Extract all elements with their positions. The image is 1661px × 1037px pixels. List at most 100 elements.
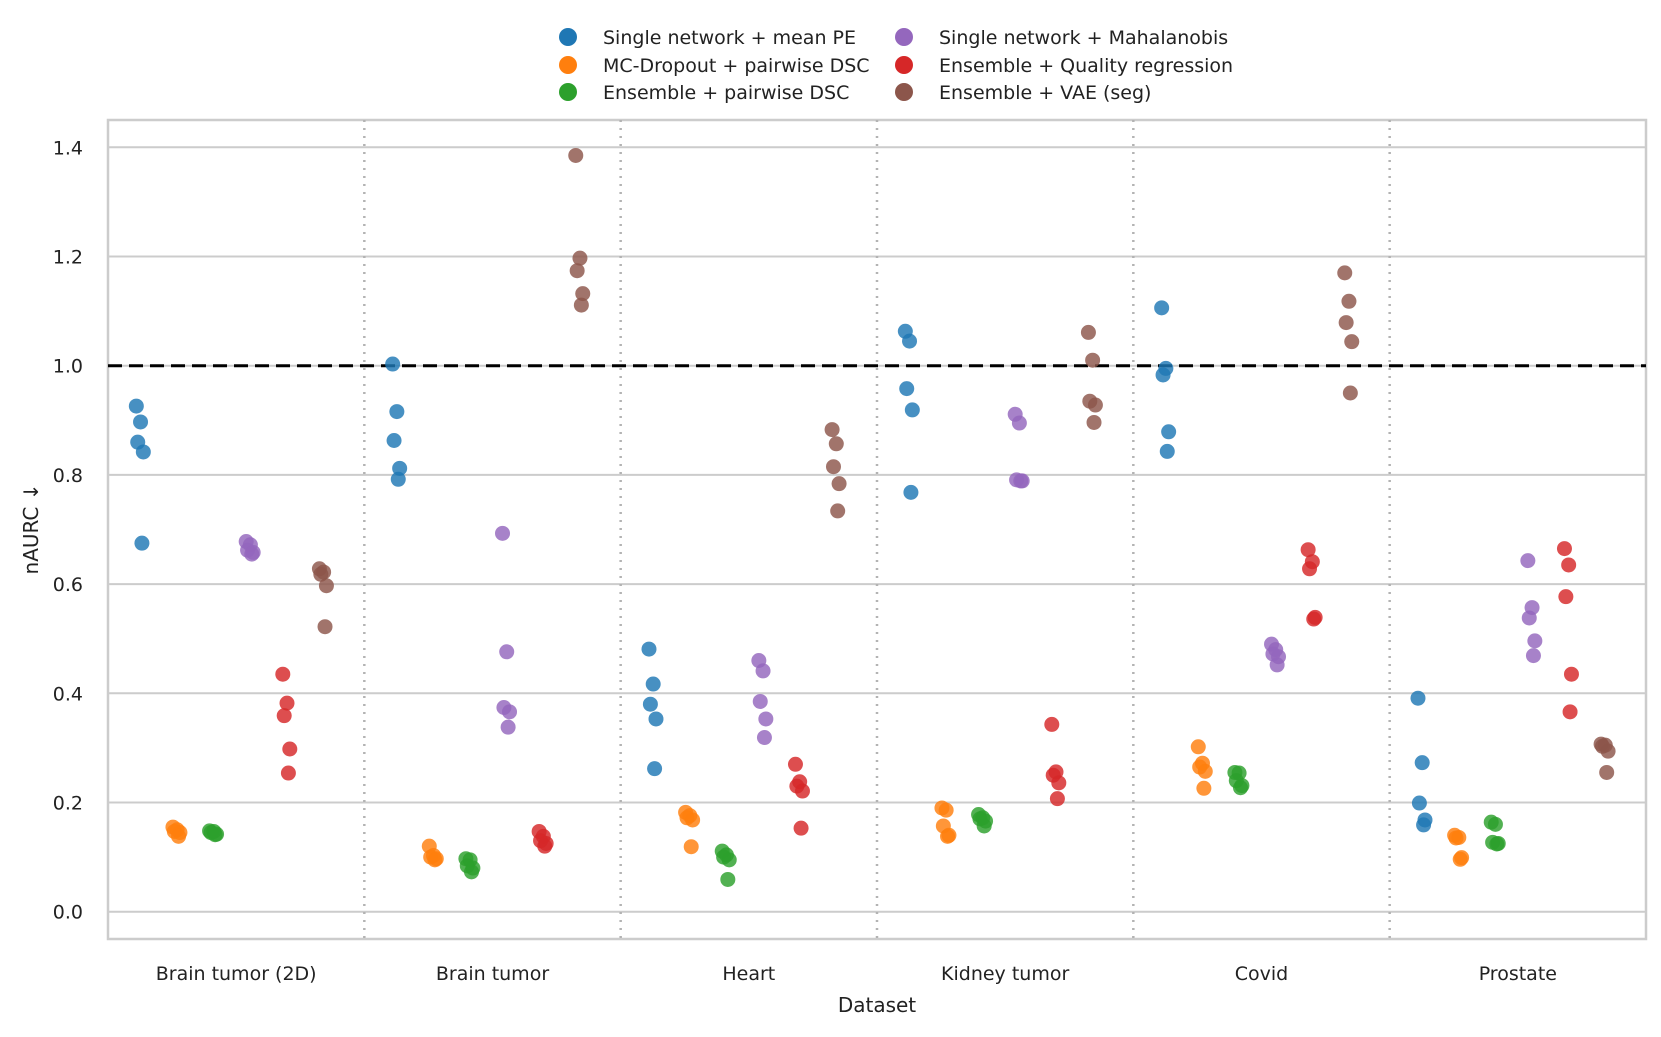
- data-point: Single network + mean PE — Covid: 1.106: [1154, 300, 1170, 316]
- data-point: Ensemble + VAE (seg) — Covid: 1.079: [1338, 315, 1354, 331]
- data-point: Single network + Mahalanobis — Brain tum…: [244, 546, 260, 562]
- data-point: Single network + mean PE — Brain tumor: …: [390, 471, 406, 487]
- data-point: Single network + Mahalanobis — Prostate:…: [1521, 610, 1537, 626]
- data-point: Single network + Mahalanobis — Heart: 0.…: [756, 730, 772, 746]
- data-point: Single network + mean PE — Kidney tumor:…: [902, 333, 918, 349]
- legend-label: Ensemble + Quality regression: [939, 55, 1233, 77]
- data-point: Ensemble + Quality regression — Covid: 0…: [1306, 611, 1322, 627]
- data-point: Single network + mean PE — Heart: 0.417: [645, 676, 661, 692]
- data-point: Single network + mean PE — Prostate: 0.3…: [1410, 690, 1426, 706]
- y-tick-label: 0.8: [53, 465, 83, 487]
- data-point: Single network + mean PE — Prostate: 0.2…: [1414, 755, 1430, 771]
- data-point: Single network + Mahalanobis — Brain tum…: [499, 644, 515, 660]
- legend: Single network + mean PE MC-Dropout + pai…: [559, 27, 1233, 104]
- x-tick-label: Brain tumor: [436, 963, 549, 985]
- data-point: Single network + mean PE — Covid: 0.983: [1155, 367, 1171, 383]
- legend-item: MC-Dropout + pairwise DSC: [559, 55, 870, 77]
- data-point: Single network + mean PE — Kidney tumor:…: [904, 402, 920, 418]
- data-point: Ensemble + Quality regression — Covid: 0…: [1302, 561, 1318, 577]
- data-point: Ensemble + VAE (seg) — Kidney tumor: 1.0…: [1080, 324, 1096, 340]
- legend-label: Ensemble + VAE (seg): [939, 82, 1151, 104]
- y-axis-label: nAURC ↓: [19, 484, 43, 575]
- data-point: Ensemble + VAE (seg) — Covid: 1.118: [1341, 293, 1357, 309]
- data-point: Single network + mean PE — Kidney tumor:…: [899, 381, 915, 397]
- data-point: Ensemble + Quality regression — Brain tu…: [280, 765, 296, 781]
- data-point: Ensemble + Quality regression — Prostate…: [1562, 704, 1578, 720]
- data-point: Single network + mean PE — Heart: 0.262: [647, 761, 663, 777]
- y-tick-labels: 0.0 0.2 0.4 0.6 0.8 1.0 1.2 1.4: [53, 137, 83, 923]
- y-tick-label: 0.4: [53, 683, 83, 705]
- data-point: Ensemble + pairwise DSC — Heart: 0.059: [720, 871, 736, 887]
- data-point: Ensemble + Quality regression — Kidney t…: [1051, 775, 1067, 791]
- data-point: MC-Dropout + pairwise DSC — Heart: 0.168: [685, 812, 701, 828]
- data-point: Single network + Mahalanobis — Brain tum…: [500, 719, 516, 735]
- legend-marker: [895, 28, 913, 46]
- data-point: Ensemble + Quality regression — Brain tu…: [276, 708, 292, 724]
- data-point: Ensemble + VAE (seg) — Kidney tumor: 0.8…: [1086, 414, 1102, 430]
- data-point: Ensemble + VAE (seg) — Brain tumor: 1.19…: [572, 250, 588, 266]
- data-point: Single network + Mahalanobis — Heart: 0.…: [758, 711, 774, 727]
- x-tick-label: Heart: [722, 963, 775, 985]
- data-point: Single network + mean PE — Brain tumor: …: [392, 460, 408, 476]
- data-point: Ensemble + Quality regression — Brain tu…: [275, 666, 291, 682]
- x-tick-label: Covid: [1235, 963, 1288, 985]
- data-point: Ensemble + Quality regression — Covid: 0…: [1300, 542, 1316, 558]
- data-point: MC-Dropout + pairwise DSC — Brain tumor:…: [427, 852, 443, 868]
- x-tick-labels: Brain tumor (2D) Brain tumor Heart Kidney t…: [156, 963, 1557, 985]
- data-point: Ensemble + VAE (seg) — Heart: 0.734: [830, 503, 846, 519]
- legend-marker: [895, 56, 913, 74]
- legend-label: Single network + mean PE: [603, 27, 856, 49]
- legend-label: Single network + Mahalanobis: [939, 27, 1228, 49]
- data-point: Single network + Mahalanobis — Covid: 0.…: [1269, 657, 1285, 673]
- data-point: MC-Dropout + pairwise DSC — Prostate: 0.…: [1452, 851, 1468, 867]
- data-point: Single network + mean PE — Brain tumor (…: [135, 444, 151, 460]
- data-point: Single network + Mahalanobis — Brain tum…: [495, 525, 511, 541]
- legend-marker: [895, 83, 913, 101]
- data-point: Ensemble + pairwise DSC — Brain tumor (2…: [207, 827, 223, 843]
- data-point: Ensemble + VAE (seg) — Heart: 0.857: [828, 436, 844, 452]
- data-point: Single network + mean PE — Brain tumor (…: [128, 398, 144, 414]
- data-point: Ensemble + Quality regression — Kidney t…: [1049, 791, 1065, 807]
- data-point: Ensemble + VAE (seg) — Covid: 0.95: [1342, 385, 1358, 401]
- legend-item: Ensemble + Quality regression: [895, 55, 1233, 77]
- data-point: Single network + mean PE — Brain tumor (…: [134, 535, 150, 551]
- data-point: Single network + Mahalanobis — Brain tum…: [502, 704, 518, 720]
- data-point: Ensemble + pairwise DSC — Prostate: 0.12…: [1489, 836, 1505, 852]
- x-tick-label: Kidney tumor: [941, 963, 1069, 985]
- legend-item: Ensemble + VAE (seg): [895, 82, 1151, 104]
- data-point: Ensemble + VAE (seg) — Covid: 1.17: [1337, 265, 1353, 281]
- x-tick-label: Brain tumor (2D): [156, 963, 317, 985]
- data-point: Ensemble + Quality regression — Kidney t…: [1044, 716, 1060, 732]
- data-point: MC-Dropout + pairwise DSC — Prostate: 0.…: [1448, 830, 1464, 846]
- data-point: Ensemble + Quality regression — Prostate…: [1558, 589, 1574, 605]
- data-point: Ensemble + VAE (seg) — Brain tumor: 1.17…: [569, 263, 585, 279]
- x-tick-label: Prostate: [1479, 963, 1557, 985]
- data-point: Ensemble + pairwise DSC — Heart: 0.095: [721, 852, 737, 868]
- legend-marker: [559, 28, 577, 46]
- data-point: Ensemble + VAE (seg) — Kidney tumor: 0.9…: [1087, 397, 1103, 413]
- data-point: MC-Dropout + pairwise DSC — Brain tumor …: [171, 828, 187, 844]
- data-point: Ensemble + Quality regression — Heart: 0…: [793, 820, 809, 836]
- data-point: Single network + mean PE — Heart: 0.38: [642, 696, 658, 712]
- data-point: Ensemble + Quality regression — Brain tu…: [537, 838, 553, 854]
- data-point: Single network + mean PE — Heart: 0.353: [648, 711, 664, 727]
- data-point: Single network + Mahalanobis — Kidney tu…: [1011, 415, 1027, 431]
- data-point: Ensemble + VAE (seg) — Brain tumor (2D):…: [318, 578, 334, 594]
- data-point: Ensemble + pairwise DSC — Covid: 0.227: [1232, 780, 1248, 796]
- data-point: Single network + mean PE — Prostate: 0.1…: [1416, 817, 1432, 833]
- data-point: Single network + mean PE — Brain tumor: …: [386, 433, 402, 449]
- data-point: MC-Dropout + pairwise DSC — Covid: 0.226: [1196, 780, 1212, 796]
- category-separators: [363, 120, 1391, 939]
- data-point: Single network + mean PE — Kidney tumor:…: [903, 484, 919, 500]
- data-point: MC-Dropout + pairwise DSC — Kidney tumor…: [940, 828, 956, 844]
- data-point: MC-Dropout + pairwise DSC — Covid: 0.302: [1190, 739, 1206, 755]
- data-point: Ensemble + Quality regression — Prostate…: [1563, 666, 1579, 682]
- data-point: MC-Dropout + pairwise DSC — Covid: 0.257: [1197, 763, 1213, 779]
- data-point: Ensemble + VAE (seg) — Heart: 0.883: [824, 422, 840, 438]
- data-point: Ensemble + VAE (seg) — Brain tumor: 1.11…: [573, 297, 589, 313]
- data-point: Ensemble + Quality regression — Brain tu…: [282, 741, 298, 757]
- data-point: Ensemble + pairwise DSC — Kidney tumor: …: [976, 818, 992, 834]
- data-point: Ensemble + pairwise DSC — Brain tumor: 0…: [463, 864, 479, 880]
- data-point: MC-Dropout + pairwise DSC — Kidney tumor…: [938, 802, 954, 818]
- legend-label: Ensemble + pairwise DSC: [603, 82, 849, 104]
